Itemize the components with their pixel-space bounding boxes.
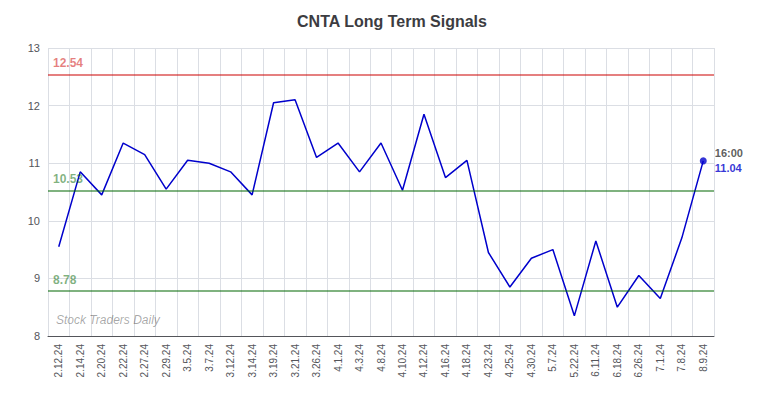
svg-text:4.12.24: 4.12.24 — [418, 344, 429, 378]
svg-text:2.29.24: 2.29.24 — [161, 344, 172, 378]
svg-text:10: 10 — [28, 215, 40, 227]
svg-text:7.1.24: 7.1.24 — [655, 344, 666, 372]
svg-text:Stock Traders Daily: Stock Traders Daily — [56, 313, 161, 327]
svg-text:2.14.24: 2.14.24 — [75, 344, 86, 378]
svg-text:11.04: 11.04 — [715, 162, 743, 174]
svg-text:2.20.24: 2.20.24 — [96, 344, 107, 378]
svg-text:12: 12 — [28, 100, 40, 112]
svg-text:13: 13 — [28, 42, 40, 54]
svg-text:4.18.24: 4.18.24 — [461, 344, 472, 378]
svg-text:6.18.24: 6.18.24 — [612, 344, 623, 378]
svg-text:3.26.24: 3.26.24 — [311, 344, 322, 378]
svg-text:4.16.24: 4.16.24 — [440, 344, 451, 378]
svg-text:12.54: 12.54 — [53, 56, 83, 70]
svg-text:4.3.24: 4.3.24 — [354, 344, 365, 372]
svg-text:7.8.24: 7.8.24 — [676, 344, 687, 372]
svg-text:4.1.24: 4.1.24 — [333, 344, 344, 372]
svg-text:8.78: 8.78 — [53, 273, 77, 287]
svg-text:6.11.24: 6.11.24 — [590, 344, 601, 377]
svg-text:4.8.24: 4.8.24 — [376, 344, 387, 372]
svg-text:3.14.24: 3.14.24 — [247, 344, 258, 378]
svg-text:3.7.24: 3.7.24 — [204, 344, 215, 372]
svg-text:4.30.24: 4.30.24 — [526, 344, 537, 378]
svg-text:9: 9 — [34, 272, 40, 284]
svg-text:4.10.24: 4.10.24 — [397, 344, 408, 378]
svg-text:2.27.24: 2.27.24 — [139, 344, 150, 378]
svg-text:16:00: 16:00 — [715, 147, 743, 159]
svg-text:5.22.24: 5.22.24 — [569, 344, 580, 378]
svg-text:3.21.24: 3.21.24 — [290, 344, 301, 378]
svg-text:2.22.24: 2.22.24 — [118, 344, 129, 378]
svg-text:CNTA Long Term Signals: CNTA Long Term Signals — [297, 13, 487, 30]
svg-text:3.19.24: 3.19.24 — [268, 344, 279, 378]
svg-text:10.53: 10.53 — [53, 172, 83, 186]
svg-text:6.26.24: 6.26.24 — [633, 344, 644, 378]
svg-text:4.23.24: 4.23.24 — [483, 344, 494, 378]
svg-text:2.12.24: 2.12.24 — [53, 344, 64, 378]
svg-text:3.5.24: 3.5.24 — [182, 344, 193, 372]
svg-text:8.9.24: 8.9.24 — [698, 344, 709, 372]
svg-text:11: 11 — [29, 157, 40, 169]
svg-text:5.7.24: 5.7.24 — [547, 344, 558, 372]
svg-text:3.12.24: 3.12.24 — [225, 344, 236, 378]
svg-text:8: 8 — [34, 330, 40, 342]
svg-text:4.25.24: 4.25.24 — [504, 344, 515, 378]
